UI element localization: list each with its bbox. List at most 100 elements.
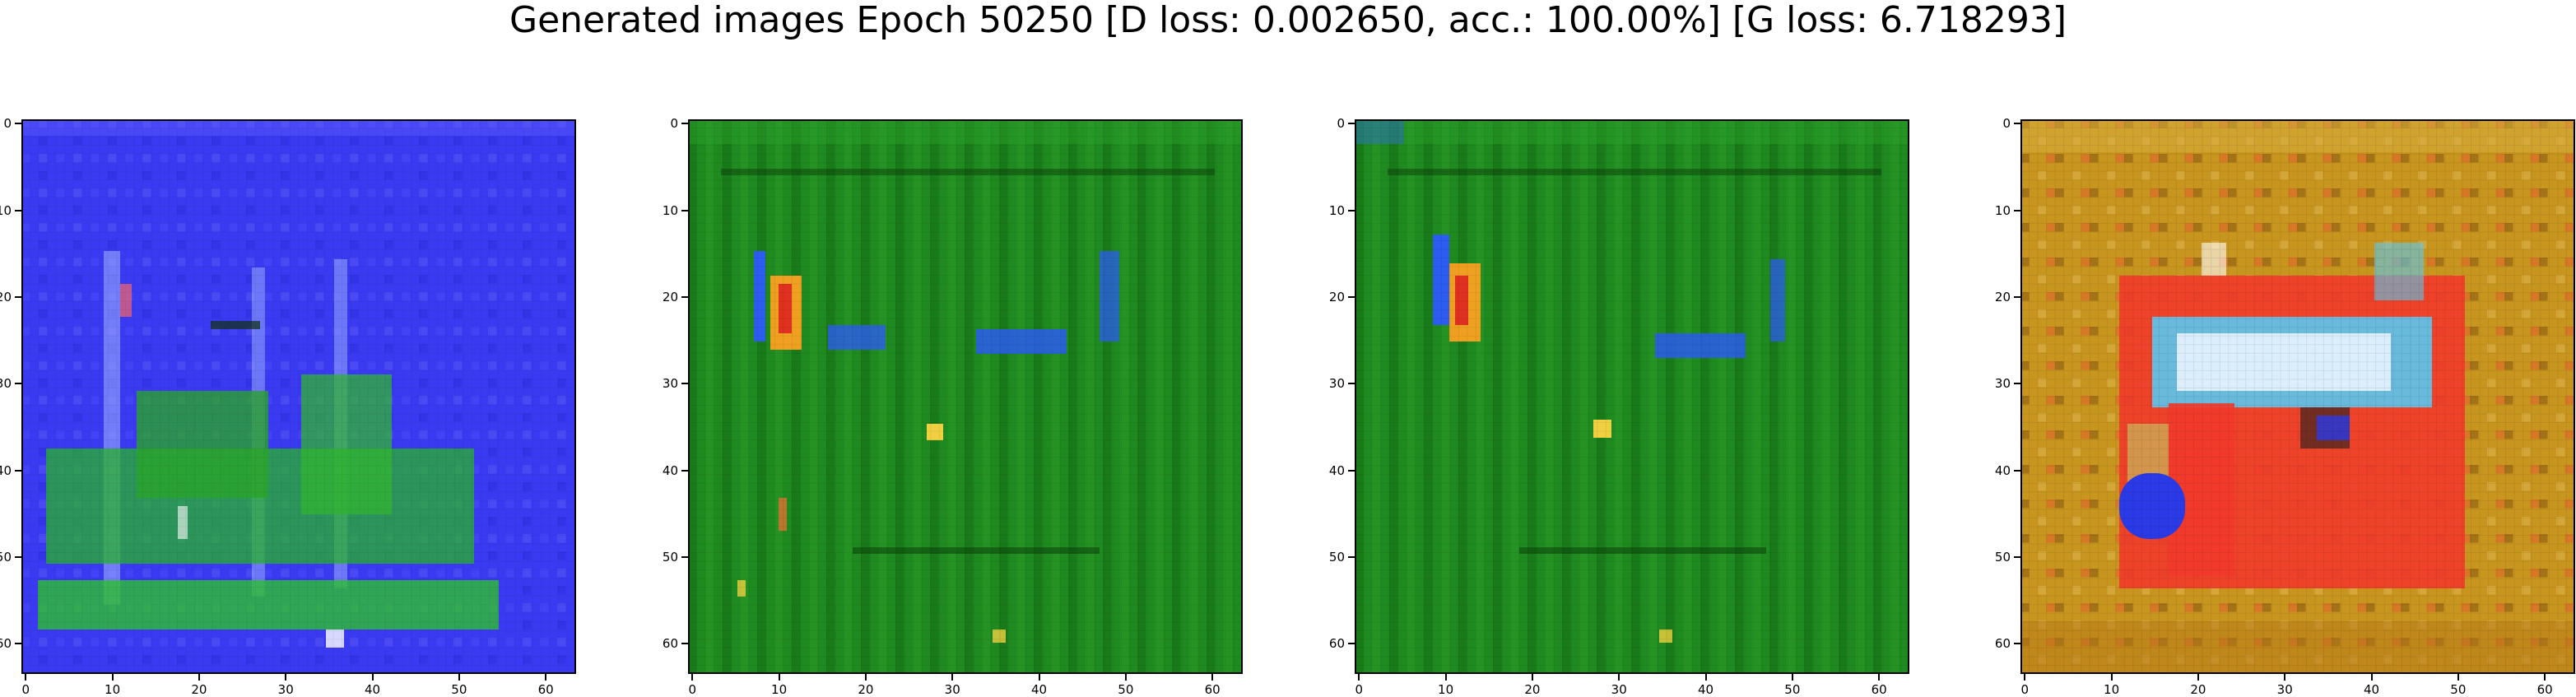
x-tick-mark (1358, 674, 1360, 681)
pixel-grid-overlay (2020, 119, 2575, 674)
y-tick-label: 20 (0, 289, 12, 304)
y-tick-label: 0 (2002, 116, 2011, 132)
x-tick-mark (2457, 674, 2459, 681)
x-tick-mark (1444, 674, 1447, 681)
x-tick-mark (1704, 674, 1707, 681)
y-tick-label: 40 (1328, 462, 1345, 478)
y-tick-label: 10 (1328, 202, 1345, 218)
y-tick-mark (1348, 555, 1355, 558)
pixel-grid-overlay (1355, 119, 1909, 674)
y-tick-label: 0 (670, 116, 678, 132)
pixel-grid-overlay (21, 119, 576, 674)
x-tick-label: 40 (2363, 682, 2380, 697)
x-tick-mark (778, 674, 780, 681)
y-tick-mark (1348, 469, 1355, 472)
y-tick-label: 30 (662, 376, 678, 392)
x-tick-label: 0 (2020, 682, 2030, 697)
y-tick-label: 60 (662, 636, 678, 652)
y-tick-label: 10 (0, 202, 12, 218)
x-tick-mark (545, 674, 547, 681)
x-tick-label: 0 (21, 682, 30, 697)
x-tick-label: 30 (277, 682, 294, 697)
y-tick-label: 20 (1994, 289, 2011, 304)
y-tick-mark (2014, 643, 2020, 645)
y-tick-mark (15, 295, 21, 298)
image-plot-area (21, 119, 576, 674)
x-tick-label: 20 (2190, 682, 2206, 697)
image-plot-area (688, 119, 1243, 674)
x-tick-label: 60 (537, 682, 554, 697)
x-tick-mark (1618, 674, 1620, 681)
x-tick-label: 20 (858, 682, 874, 697)
x-tick-label: 20 (191, 682, 207, 697)
y-tick-mark (681, 469, 688, 472)
x-tick-mark (2197, 674, 2199, 681)
x-tick-label: 50 (1118, 682, 1134, 697)
y-tick-mark (1348, 643, 1355, 645)
x-tick-label: 0 (1355, 682, 1364, 697)
x-tick-label: 40 (1697, 682, 1714, 697)
y-tick-label: 50 (1994, 549, 2011, 565)
y-tick-label: 0 (1337, 116, 1345, 132)
x-tick-label: 40 (364, 682, 381, 697)
y-tick-label: 0 (3, 116, 12, 132)
y-tick-label: 50 (662, 549, 678, 565)
y-tick-mark (2014, 383, 2020, 385)
y-tick-label: 60 (1994, 636, 2011, 652)
y-tick-mark (1348, 123, 1355, 125)
y-tick-mark (681, 643, 688, 645)
x-tick-label: 10 (771, 682, 788, 697)
x-tick-mark (1211, 674, 1214, 681)
y-tick-mark (2014, 295, 2020, 298)
y-tick-mark (681, 295, 688, 298)
x-tick-label: 50 (2450, 682, 2467, 697)
x-tick-label: 20 (1524, 682, 1541, 697)
y-tick-mark (681, 555, 688, 558)
pixel-grid-overlay (688, 119, 1243, 674)
x-tick-label: 50 (451, 682, 467, 697)
y-tick-mark (2014, 555, 2020, 558)
x-tick-mark (864, 674, 867, 681)
x-tick-mark (951, 674, 954, 681)
x-tick-label: 0 (688, 682, 697, 697)
y-tick-mark (681, 383, 688, 385)
x-tick-label: 30 (1611, 682, 1627, 697)
y-tick-label: 30 (0, 376, 12, 392)
image-plot-area (2020, 119, 2575, 674)
y-tick-mark (15, 209, 21, 211)
figure-title: Generated images Epoch 50250 [D loss: 0.… (509, 0, 2067, 41)
x-tick-mark (1791, 674, 1793, 681)
x-tick-mark (2110, 674, 2113, 681)
y-tick-label: 40 (1994, 462, 2011, 478)
y-tick-mark (15, 383, 21, 385)
x-tick-label: 10 (2104, 682, 2120, 697)
x-tick-mark (371, 674, 374, 681)
y-tick-label: 40 (662, 462, 678, 478)
y-tick-label: 20 (1328, 289, 1345, 304)
x-tick-mark (2024, 674, 2026, 681)
y-tick-mark (2014, 123, 2020, 125)
y-tick-mark (1348, 383, 1355, 385)
x-tick-label: 30 (2276, 682, 2293, 697)
x-tick-label: 60 (1204, 682, 1221, 697)
x-tick-mark (2370, 674, 2373, 681)
x-tick-mark (198, 674, 200, 681)
x-tick-label: 60 (2536, 682, 2553, 697)
y-tick-mark (2014, 209, 2020, 211)
y-tick-mark (15, 469, 21, 472)
x-tick-mark (2544, 674, 2546, 681)
y-tick-mark (15, 555, 21, 558)
y-tick-mark (1348, 209, 1355, 211)
x-tick-mark (691, 674, 694, 681)
x-tick-label: 10 (105, 682, 121, 697)
y-tick-label: 10 (662, 202, 678, 218)
x-tick-mark (111, 674, 114, 681)
y-tick-mark (681, 123, 688, 125)
x-tick-label: 10 (1438, 682, 1454, 697)
y-tick-label: 60 (0, 636, 12, 652)
y-tick-label: 30 (1328, 376, 1345, 392)
x-tick-mark (1531, 674, 1533, 681)
y-tick-label: 20 (662, 289, 678, 304)
y-tick-mark (15, 123, 21, 125)
